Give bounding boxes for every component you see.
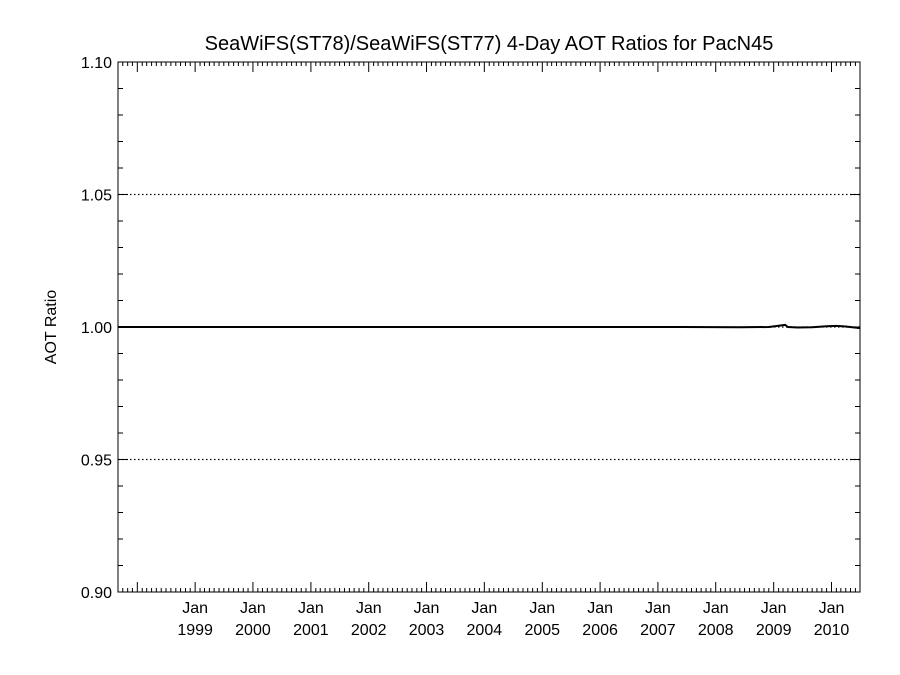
x-tick-label-month: Jan [182, 600, 208, 617]
x-tick-label-month: Jan [529, 600, 555, 617]
x-tick-label-month: Jan [471, 600, 497, 617]
x-tick-label-month: Jan [356, 600, 382, 617]
x-tick-label-month: Jan [761, 600, 787, 617]
x-tick-label-month: Jan [298, 600, 324, 617]
x-tick-label-year: 2002 [351, 622, 387, 639]
x-tick-label-year: 2003 [409, 622, 445, 639]
y-tick-labels: 0.90 0.95 1.00 1.05 1.10 [81, 55, 112, 602]
chart-title: SeaWiFS(ST78)/SeaWiFS(ST77) 4-Day AOT Ra… [205, 33, 774, 55]
x-tick-label-year: 2009 [756, 622, 792, 639]
y-tick-label: 1.05 [81, 188, 112, 205]
x-tick-label-month: Jan [240, 600, 266, 617]
x-tick-label-year: 1999 [177, 622, 213, 639]
series-group [118, 323, 861, 330]
axis-ticks [117, 61, 860, 593]
x-tick-label-year: 2006 [582, 622, 618, 639]
x-tick-label-year: 2001 [293, 622, 329, 639]
y-tick-label: 0.90 [81, 585, 112, 602]
series-line [118, 323, 861, 330]
x-tick-label-year: 2004 [467, 622, 503, 639]
x-tick-labels: Jan 1999 Jan 2000 Jan 2001 Jan 2002 Jan 2003 Jan 20… [177, 600, 849, 639]
x-tick-label-year: 2010 [814, 622, 850, 639]
y-tick-label: 0.95 [81, 453, 112, 470]
x-tick-label-month: Jan [587, 600, 613, 617]
y-tick-label: 1.00 [81, 320, 112, 337]
x-tick-label-month: Jan [645, 600, 671, 617]
x-tick-label-year: 2005 [524, 622, 560, 639]
x-tick-label-year: 2007 [640, 622, 676, 639]
plot-frame [117, 61, 861, 593]
x-tick-label-month: Jan [819, 600, 845, 617]
x-tick-label-month: Jan [703, 600, 729, 617]
y-axis-label: AOT Ratio [43, 290, 60, 365]
x-tick-label-year: 2000 [235, 622, 271, 639]
x-tick-label-month: Jan [414, 600, 440, 617]
x-tick-label-year: 2008 [698, 622, 734, 639]
y-tick-label: 1.10 [81, 55, 112, 72]
